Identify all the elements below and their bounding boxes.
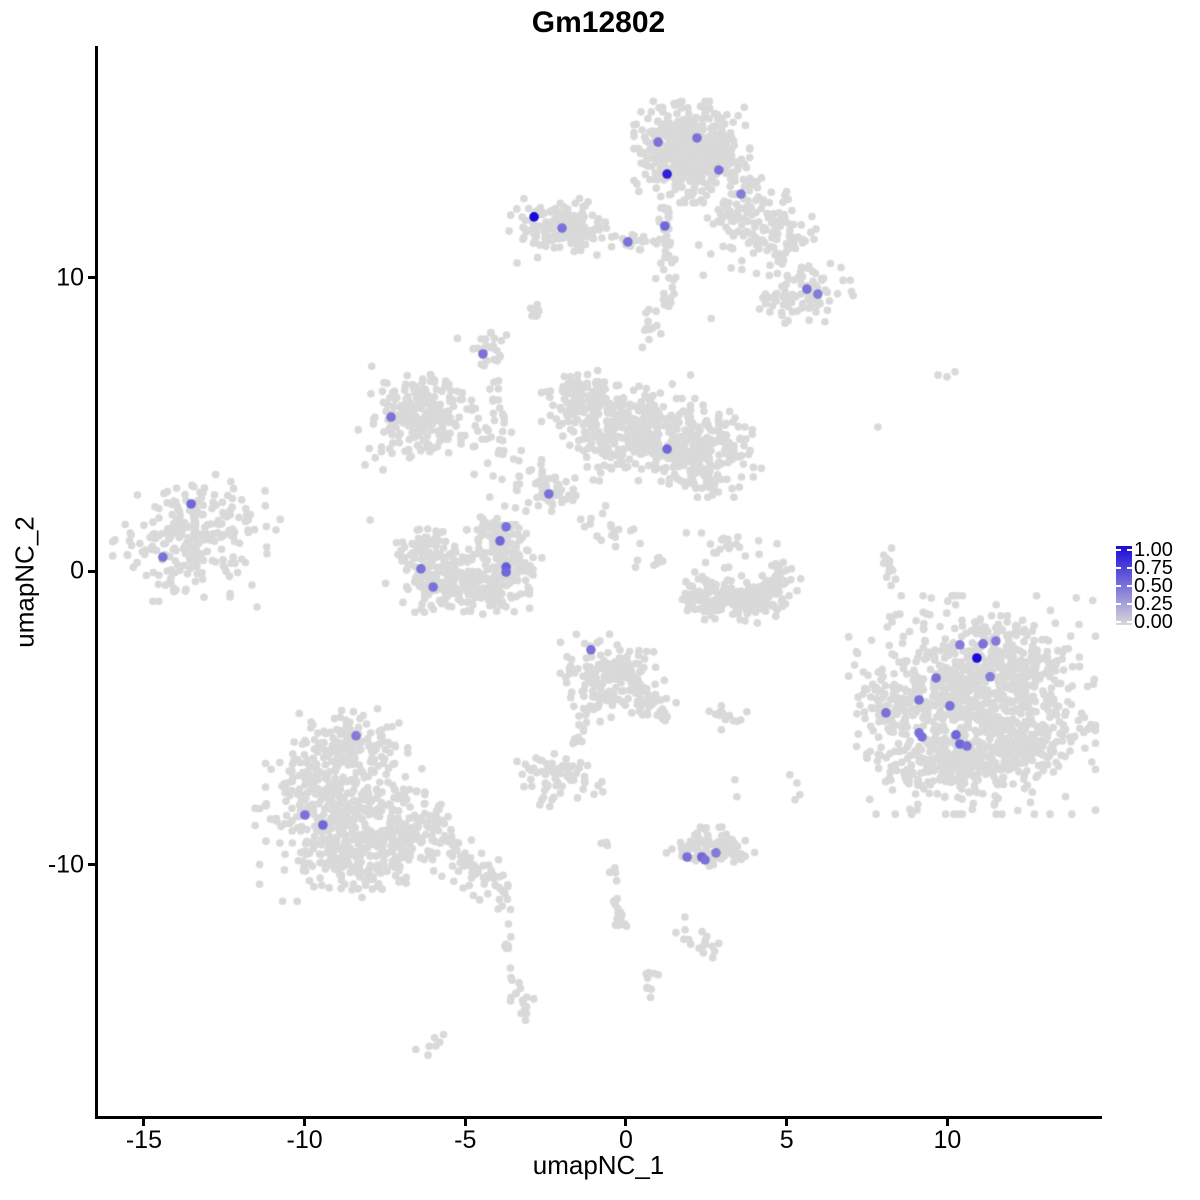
legend-value-label: 0.25 bbox=[1134, 592, 1173, 615]
x-tick-mark bbox=[945, 1119, 949, 1126]
x-tick-label: 0 bbox=[619, 1126, 633, 1154]
y-tick-label: 10 bbox=[56, 263, 84, 292]
legend-tick-mark bbox=[1127, 584, 1132, 587]
legend-value-label: 0.00 bbox=[1134, 610, 1173, 633]
y-tick-mark bbox=[88, 276, 95, 280]
x-tick-label: -15 bbox=[125, 1126, 162, 1154]
y-axis-title: umapNC_2 bbox=[9, 516, 40, 648]
legend-gradient-bar bbox=[1116, 546, 1132, 625]
x-tick-label: -10 bbox=[286, 1126, 323, 1154]
x-tick-label: -5 bbox=[454, 1126, 477, 1154]
x-tick-label: 10 bbox=[933, 1126, 962, 1154]
legend-value-label: 0.75 bbox=[1134, 556, 1173, 579]
legend-tick-mark bbox=[1116, 584, 1121, 587]
x-tick-mark bbox=[624, 1119, 628, 1126]
color-legend: 1.00 0.75 0.50 0.25 0.00 bbox=[1110, 540, 1200, 640]
y-tick-mark bbox=[88, 569, 95, 573]
x-axis-line bbox=[95, 1116, 1102, 1119]
x-tick-mark bbox=[785, 1119, 789, 1126]
legend-tick-mark bbox=[1116, 566, 1121, 569]
y-tick-mark bbox=[88, 863, 95, 867]
plot-title: Gm12802 bbox=[531, 6, 666, 39]
y-tick-label: -10 bbox=[47, 850, 84, 879]
legend-tick-mark bbox=[1127, 620, 1132, 623]
x-tick-mark bbox=[463, 1119, 467, 1126]
x-tick-mark bbox=[142, 1119, 146, 1126]
x-axis-title: umapNC_1 bbox=[532, 1150, 665, 1180]
y-tick-label: 0 bbox=[70, 556, 84, 585]
x-tick-label: 5 bbox=[779, 1126, 794, 1154]
legend-tick-mark bbox=[1127, 602, 1132, 605]
legend-value-label: 1.00 bbox=[1134, 538, 1173, 561]
x-tick-mark bbox=[303, 1119, 307, 1126]
legend-tick-mark bbox=[1127, 548, 1132, 551]
legend-tick-mark bbox=[1116, 602, 1121, 605]
legend-tick-mark bbox=[1116, 548, 1121, 551]
y-axis-line bbox=[95, 46, 98, 1119]
legend-value-label: 0.50 bbox=[1134, 574, 1173, 597]
legend-tick-mark bbox=[1127, 566, 1132, 569]
legend-tick-mark bbox=[1116, 620, 1121, 623]
